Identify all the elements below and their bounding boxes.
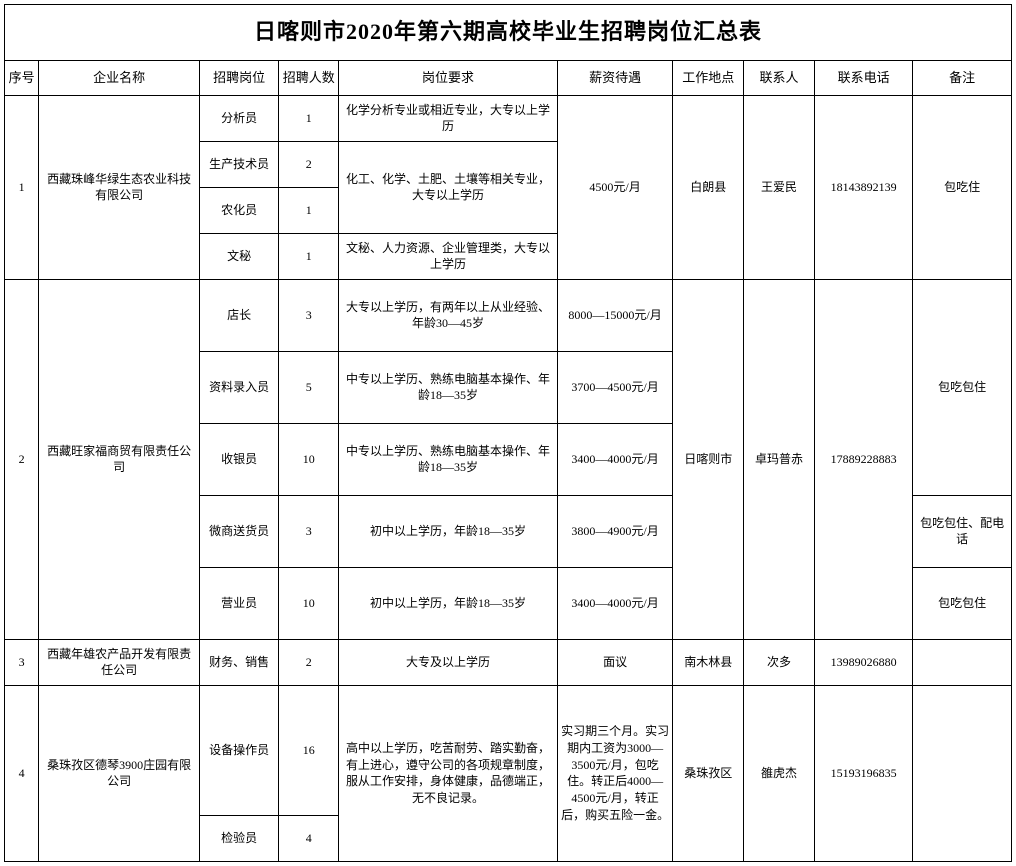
title-row: 日喀则市2020年第六期高校毕业生招聘岗位汇总表 (5, 5, 1012, 61)
cell-note: 包吃包住、配电话 (913, 495, 1012, 567)
cell-note: 包吃住 (913, 95, 1012, 279)
cell-seq: 2 (5, 279, 39, 639)
cell-company: 桑珠孜区德琴3900庄园有限公司 (39, 685, 200, 861)
spreadsheet-wrapper: 日喀则市2020年第六期高校毕业生招聘岗位汇总表 序号 企业名称 招聘岗位 招聘… (4, 4, 1012, 862)
cell-salary: 面议 (557, 639, 673, 685)
cell-count: 16 (279, 685, 339, 815)
cell-count: 2 (279, 141, 339, 187)
cell-count: 10 (279, 423, 339, 495)
cell-salary: 实习期三个月。实习期内工资为3000—3500元/月，包吃住。转正后4000—4… (557, 685, 673, 861)
header-row: 序号 企业名称 招聘岗位 招聘人数 岗位要求 薪资待遇 工作地点 联系人 联系电… (5, 60, 1012, 95)
cell-count: 3 (279, 279, 339, 351)
cell-requirement: 初中以上学历，年龄18—35岁 (339, 567, 558, 639)
cell-salary: 3700—4500元/月 (557, 351, 673, 423)
cell-company: 西藏旺家福商贸有限责任公司 (39, 279, 200, 639)
header-location: 工作地点 (673, 60, 744, 95)
cell-contact: 雒虎杰 (744, 685, 815, 861)
cell-requirement: 初中以上学历，年龄18—35岁 (339, 495, 558, 567)
cell-count: 10 (279, 567, 339, 639)
cell-requirement: 中专以上学历、熟练电脑基本操作、年龄18—35岁 (339, 423, 558, 495)
cell-position: 分析员 (199, 95, 278, 141)
cell-contact: 卓玛普赤 (744, 279, 815, 639)
cell-requirement: 文秘、人力资源、企业管理类，大专以上学历 (339, 233, 558, 279)
header-salary: 薪资待遇 (557, 60, 673, 95)
cell-position: 生产技术员 (199, 141, 278, 187)
header-contact: 联系人 (744, 60, 815, 95)
cell-note: 包吃包住 (913, 279, 1012, 495)
cell-location: 日喀则市 (673, 279, 744, 639)
cell-salary: 3800—4900元/月 (557, 495, 673, 567)
header-note: 备注 (913, 60, 1012, 95)
cell-count: 1 (279, 233, 339, 279)
cell-position: 文秘 (199, 233, 278, 279)
cell-requirement: 大专以上学历，有两年以上从业经验、年龄30—45岁 (339, 279, 558, 351)
cell-phone: 13989026880 (814, 639, 913, 685)
cell-count: 1 (279, 187, 339, 233)
cell-requirement: 化学分析专业或相近专业，大专以上学历 (339, 95, 558, 141)
cell-count: 3 (279, 495, 339, 567)
cell-position: 店长 (199, 279, 278, 351)
cell-company: 西藏年雄农产品开发有限责任公司 (39, 639, 200, 685)
header-count: 招聘人数 (279, 60, 339, 95)
cell-salary: 3400—4000元/月 (557, 567, 673, 639)
cell-position: 财务、销售 (199, 639, 278, 685)
cell-count: 2 (279, 639, 339, 685)
cell-position: 收银员 (199, 423, 278, 495)
cell-position: 资料录入员 (199, 351, 278, 423)
cell-salary: 4500元/月 (557, 95, 673, 279)
table-title: 日喀则市2020年第六期高校毕业生招聘岗位汇总表 (5, 5, 1012, 61)
cell-position: 微商送货员 (199, 495, 278, 567)
cell-note: 包吃包住 (913, 567, 1012, 639)
cell-seq: 1 (5, 95, 39, 279)
header-company: 企业名称 (39, 60, 200, 95)
cell-requirement: 化工、化学、土肥、土壤等相关专业，大专以上学历 (339, 141, 558, 233)
table-row: 1 西藏珠峰华绿生态农业科技有限公司 分析员 1 化学分析专业或相近专业，大专以… (5, 95, 1012, 141)
cell-position: 农化员 (199, 187, 278, 233)
cell-location: 白朗县 (673, 95, 744, 279)
cell-requirement: 高中以上学历，吃苦耐劳、踏实勤奋，有上进心，遵守公司的各项规章制度，服从工作安排… (339, 685, 558, 861)
header-seq: 序号 (5, 60, 39, 95)
header-phone: 联系电话 (814, 60, 913, 95)
cell-seq: 4 (5, 685, 39, 861)
cell-company: 西藏珠峰华绿生态农业科技有限公司 (39, 95, 200, 279)
cell-salary: 8000—15000元/月 (557, 279, 673, 351)
cell-seq: 3 (5, 639, 39, 685)
cell-note (913, 685, 1012, 861)
cell-location: 南木林县 (673, 639, 744, 685)
cell-requirement: 大专及以上学历 (339, 639, 558, 685)
cell-phone: 15193196835 (814, 685, 913, 861)
cell-requirement: 中专以上学历、熟练电脑基本操作、年龄18—35岁 (339, 351, 558, 423)
cell-contact: 次多 (744, 639, 815, 685)
cell-note (913, 639, 1012, 685)
cell-contact: 王爱民 (744, 95, 815, 279)
header-requirement: 岗位要求 (339, 60, 558, 95)
cell-count: 5 (279, 351, 339, 423)
table-row: 2 西藏旺家福商贸有限责任公司 店长 3 大专以上学历，有两年以上从业经验、年龄… (5, 279, 1012, 351)
header-position: 招聘岗位 (199, 60, 278, 95)
table-row: 3 西藏年雄农产品开发有限责任公司 财务、销售 2 大专及以上学历 面议 南木林… (5, 639, 1012, 685)
table-row: 4 桑珠孜区德琴3900庄园有限公司 设备操作员 16 高中以上学历，吃苦耐劳、… (5, 685, 1012, 815)
cell-position: 营业员 (199, 567, 278, 639)
cell-phone: 17889228883 (814, 279, 913, 639)
cell-phone: 18143892139 (814, 95, 913, 279)
cell-salary: 3400—4000元/月 (557, 423, 673, 495)
cell-position: 设备操作员 (199, 685, 278, 815)
recruitment-table: 日喀则市2020年第六期高校毕业生招聘岗位汇总表 序号 企业名称 招聘岗位 招聘… (4, 4, 1012, 862)
cell-location: 桑珠孜区 (673, 685, 744, 861)
cell-count: 1 (279, 95, 339, 141)
